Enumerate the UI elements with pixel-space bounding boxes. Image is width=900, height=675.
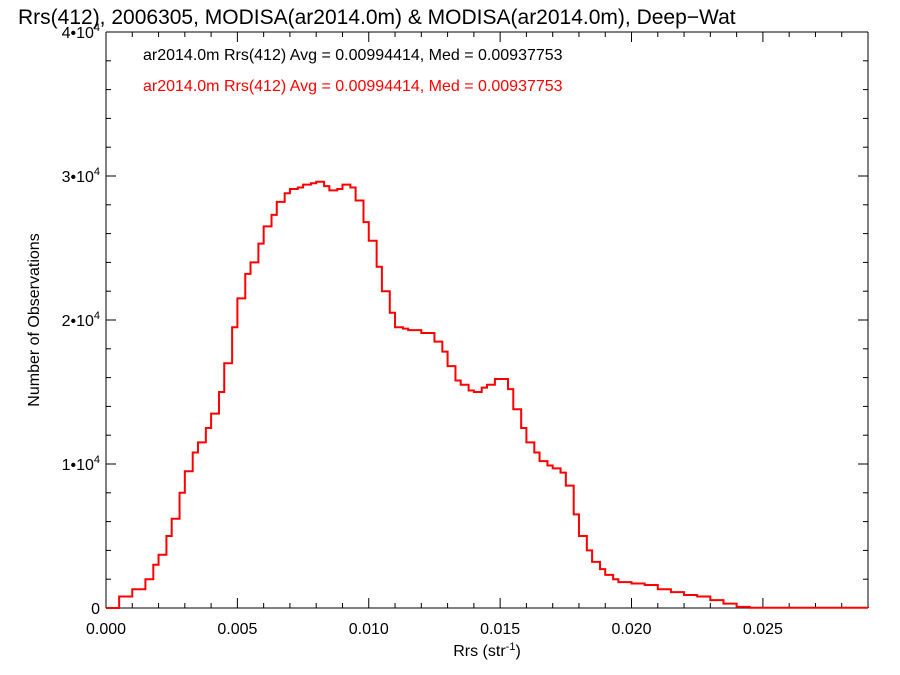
y-tick-label: 0 <box>91 601 100 618</box>
x-axis-label-end: ) <box>515 643 520 660</box>
x-tick-label: 0.005 <box>217 621 257 638</box>
x-tick-label: 0.025 <box>743 621 783 638</box>
annotation-red: ar2014.0m Rrs(412) Avg = 0.00994414, Med… <box>143 78 563 95</box>
x-axis-label-main: Rrs (str <box>453 643 506 660</box>
x-axis-label-superscript: -1 <box>506 641 516 653</box>
y-axis-ticks: 0 1•104 2•104 3•104 4•104 <box>62 22 868 618</box>
y-tick-label: 4•104 <box>62 22 100 42</box>
x-tick-label: 0.000 <box>86 621 126 638</box>
x-axis-ticks: 0.000 0.005 0.010 0.015 0.020 0.025 <box>86 32 869 638</box>
y-tick-label: 1•104 <box>62 454 100 474</box>
histogram-series-line <box>106 180 869 609</box>
y-tick-label: 3•104 <box>62 166 100 186</box>
x-tick-label: 0.020 <box>611 621 651 638</box>
chart-title: Rrs(412), 2006305, MODISA(ar2014.0m) & M… <box>18 6 736 29</box>
x-axis-label: Rrs (str-1) <box>453 641 521 660</box>
x-tick-label: 0.015 <box>480 621 520 638</box>
x-tick-label: 0.010 <box>349 621 389 638</box>
y-tick-label: 2•104 <box>62 310 100 330</box>
annotation-black: ar2014.0m Rrs(412) Avg = 0.00994414, Med… <box>143 47 563 64</box>
y-axis-label: Number of Observations <box>26 233 43 406</box>
plot-frame <box>105 31 869 609</box>
